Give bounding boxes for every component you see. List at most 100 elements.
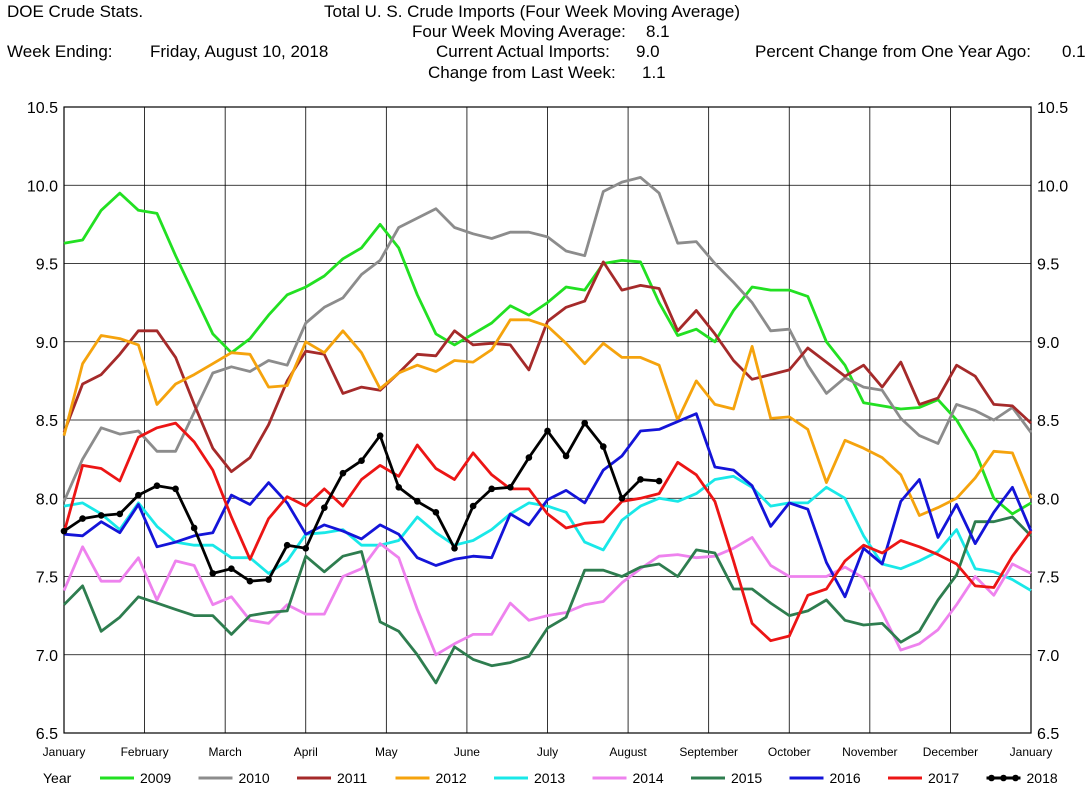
- data-point-2018: [79, 515, 86, 522]
- series-lines: [60, 175, 1033, 685]
- y-tick-right: 8.5: [1037, 413, 1059, 430]
- four-week-average-label: Four Week Moving Average:: [412, 22, 626, 41]
- legend-marker: [1000, 774, 1007, 782]
- legend-item-2014: 2014: [592, 770, 664, 786]
- data-point-2018: [153, 482, 161, 490]
- weekly-change-label: Change from Last Week:: [428, 63, 616, 82]
- legend-item-2013: 2013: [494, 770, 565, 786]
- legend-label-2018: 2018: [1027, 770, 1058, 786]
- week-ending-value: Friday, August 10, 2018: [150, 42, 329, 61]
- data-point-2018: [469, 502, 477, 510]
- data-point-2018: [339, 469, 347, 477]
- data-point-2018: [655, 477, 663, 485]
- plot-frame: [63, 106, 1032, 734]
- month-label: July: [537, 745, 558, 759]
- series-2014: [62, 536, 1032, 657]
- series-2013: [63, 474, 1032, 592]
- month-label: September: [679, 745, 738, 759]
- y-tick-left: 6.5: [36, 726, 58, 743]
- legend-label-2009: 2009: [140, 770, 171, 786]
- axis-ticks: 10.5 10.5 10.0 10.0 9.5 9.5 9.0 9.0 8.5 8.5 8.0 8.0…: [27, 100, 1068, 759]
- legend-label-2011: 2011: [337, 770, 367, 786]
- legend-item-2011: 2011: [297, 770, 367, 786]
- chart-grid: [63, 106, 1032, 734]
- y-tick-left: 9.5: [36, 257, 58, 274]
- legend-label-2014: 2014: [633, 770, 664, 786]
- data-point-2018: [395, 483, 403, 491]
- y-tick-left: 10.5: [27, 100, 58, 117]
- month-label: April: [294, 745, 318, 759]
- data-point-2018: [302, 545, 310, 552]
- y-tick-left: 8.0: [36, 491, 58, 508]
- month-label: December: [923, 745, 978, 759]
- month-label: June: [454, 745, 480, 759]
- data-point-2018: [451, 545, 458, 552]
- data-point-2018: [228, 565, 235, 572]
- series-2010: [62, 175, 1033, 502]
- data-point-2018: [358, 457, 365, 464]
- week-ending-label: Week Ending:: [7, 42, 113, 61]
- data-point-2018: [599, 443, 607, 450]
- legend-marker: [1012, 774, 1019, 782]
- series-2016: [63, 412, 1033, 599]
- four-week-average-value: 8.1: [646, 22, 670, 41]
- data-point-2018: [525, 454, 533, 461]
- data-point-2018: [562, 452, 570, 460]
- series-line-2014: [62, 536, 1032, 657]
- y-tick-left: 7.5: [36, 570, 58, 587]
- data-point-2018: [209, 570, 217, 577]
- series-line-2010: [62, 175, 1033, 502]
- series-line-2012: [62, 318, 1033, 517]
- y-tick-right: 10.0: [1037, 178, 1068, 195]
- legend-item-2018: 2018: [986, 770, 1058, 786]
- series-2017: [62, 421, 1033, 643]
- legend-item-2016: 2016: [789, 770, 861, 786]
- series-line-2011: [62, 260, 1032, 474]
- data-point-2018: [135, 491, 142, 499]
- data-point-2018: [321, 504, 328, 511]
- legend-marker: [988, 774, 995, 782]
- series-2009: [63, 191, 1032, 516]
- source-label: DOE Crude Stats.: [7, 2, 144, 21]
- month-label: August: [609, 745, 647, 759]
- y-tick-left: 9.0: [36, 335, 58, 352]
- data-point-2018: [432, 509, 440, 516]
- legend-label-2012: 2012: [436, 770, 467, 786]
- data-point-2018: [414, 498, 421, 505]
- current-imports-label: Current Actual Imports:: [436, 42, 610, 61]
- data-point-2018: [190, 524, 198, 532]
- percent-change-value: 0.1: [1062, 42, 1086, 61]
- legend-title: Year: [43, 770, 72, 786]
- weekly-change-value: 1.1: [642, 63, 666, 82]
- legend-label-2010: 2010: [239, 770, 270, 786]
- legend-item-2009: 2009: [100, 770, 171, 786]
- data-point-2018: [488, 485, 496, 493]
- chart-title: Total U. S. Crude Imports (Four Week Mov…: [324, 2, 741, 21]
- legend-label-2016: 2016: [830, 770, 861, 786]
- data-point-2018: [507, 483, 514, 491]
- series-line-2013: [63, 474, 1032, 592]
- data-point-2018: [544, 427, 551, 435]
- month-label: January: [43, 745, 86, 759]
- series-2011: [62, 260, 1032, 474]
- data-point-2018: [637, 476, 644, 483]
- data-point-2018: [376, 432, 384, 439]
- series-2015: [63, 515, 1032, 685]
- data-point-2018: [172, 485, 179, 493]
- y-tick-right: 8.0: [1037, 491, 1059, 508]
- data-point-2018: [97, 512, 105, 519]
- series-2018: [60, 419, 663, 585]
- y-tick-right: 7.0: [1037, 648, 1059, 665]
- data-point-2018: [116, 510, 124, 518]
- y-tick-right: 10.5: [1037, 100, 1068, 117]
- data-point-2018: [60, 527, 68, 535]
- legend-label-2017: 2017: [928, 770, 959, 786]
- y-tick-right: 9.0: [1037, 335, 1059, 352]
- data-point-2018: [283, 541, 291, 549]
- chart-legend: Year 2009 2010 2011 2012 2013 2014 2015 2016 2017…: [43, 770, 1058, 786]
- legend-item-2010: 2010: [198, 770, 270, 786]
- month-label: October: [768, 745, 811, 759]
- month-label: January: [1010, 745, 1053, 759]
- legend-label-2013: 2013: [534, 770, 565, 786]
